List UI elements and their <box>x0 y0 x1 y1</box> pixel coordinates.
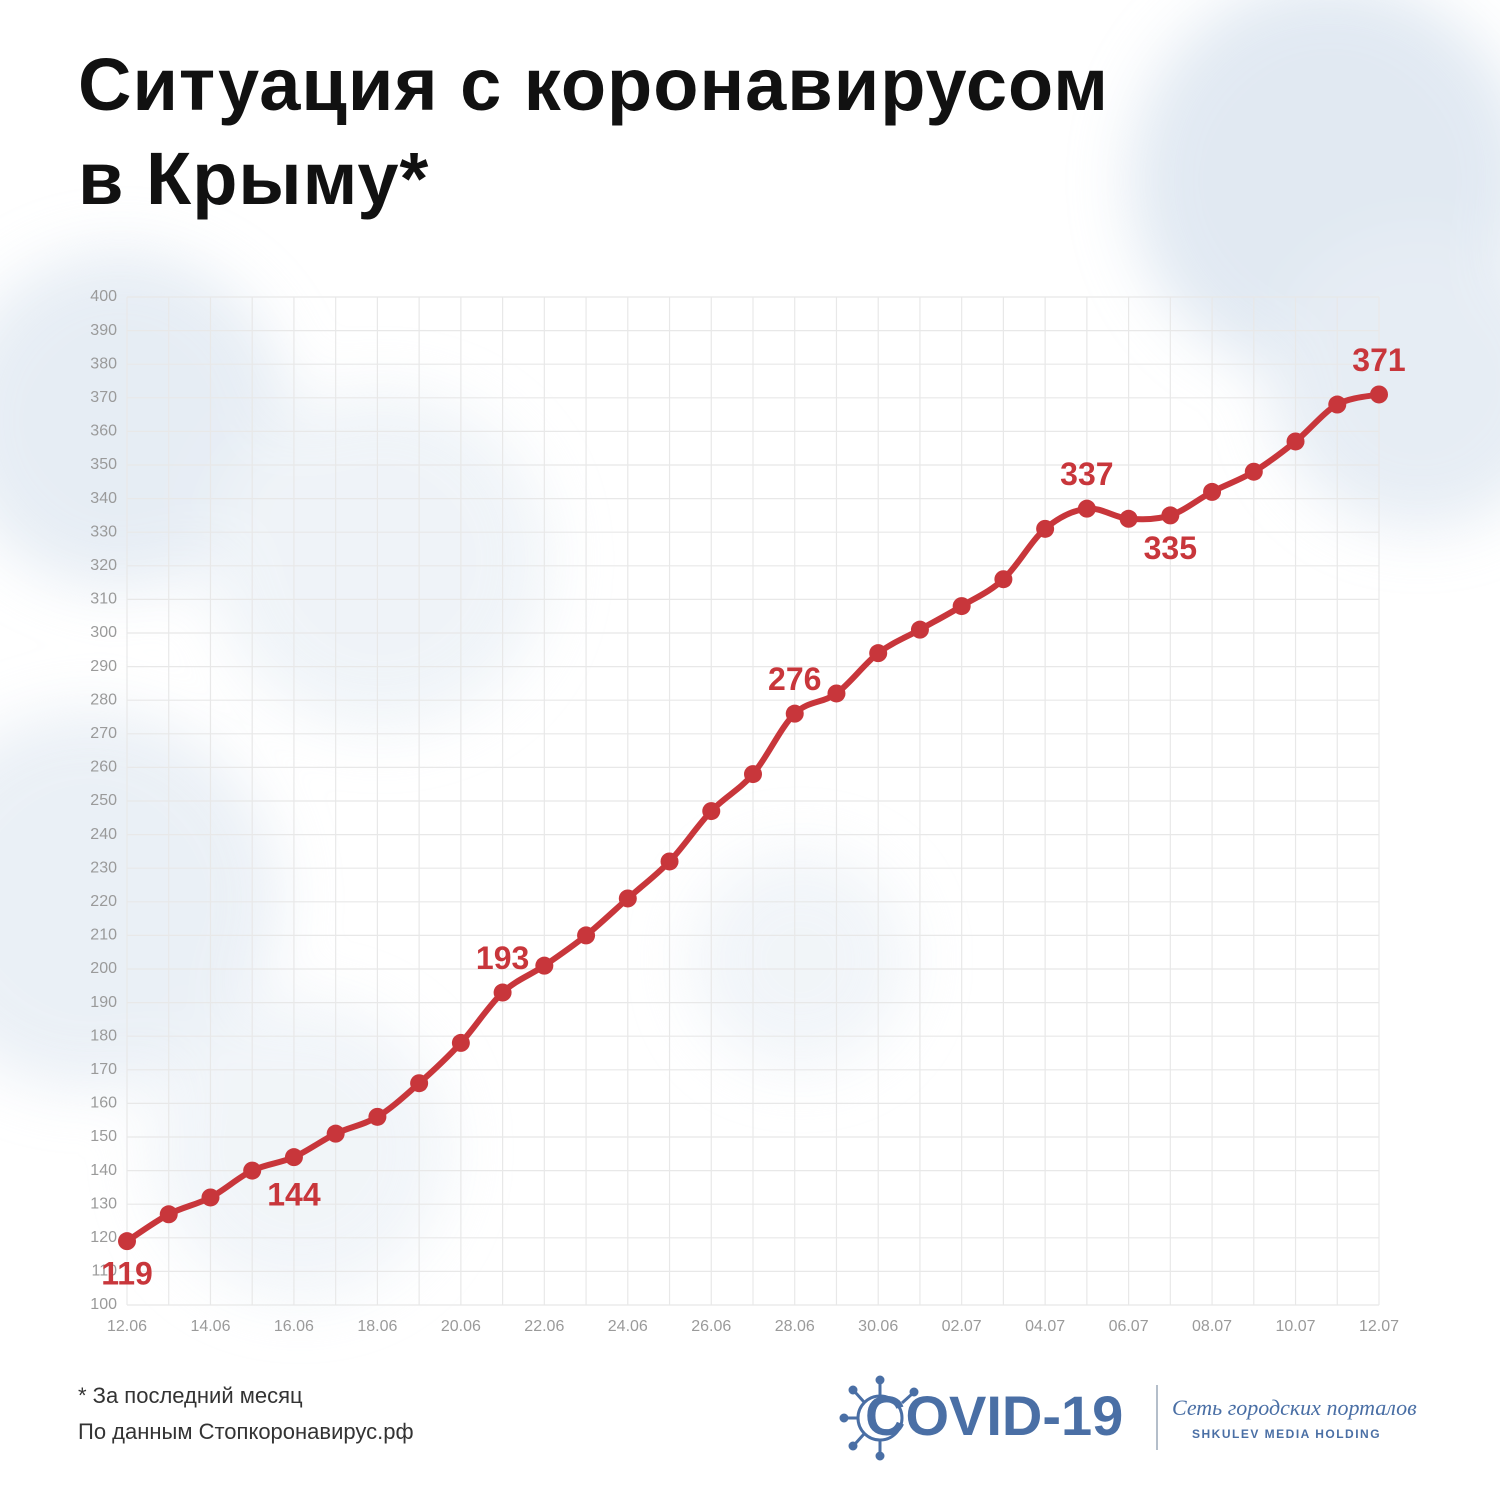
y-tick-label: 190 <box>90 994 117 1011</box>
x-tick-label: 18.06 <box>357 1318 397 1335</box>
data-label: 193 <box>476 940 529 976</box>
data-point <box>410 1074 429 1093</box>
y-tick-label: 290 <box>90 658 117 675</box>
data-point <box>535 956 554 975</box>
y-tick-label: 250 <box>90 792 117 809</box>
x-tick-label: 04.07 <box>1025 1318 1065 1335</box>
y-tick-label: 150 <box>90 1128 117 1145</box>
x-tick-label: 12.07 <box>1359 1318 1399 1335</box>
data-point <box>1036 519 1055 538</box>
y-tick-label: 100 <box>90 1296 117 1313</box>
data-point <box>243 1161 262 1180</box>
data-point <box>702 802 721 821</box>
y-tick-label: 260 <box>90 759 117 776</box>
data-point <box>910 620 929 639</box>
chart-title: Ситуация с коронавирусом в Крыму* <box>78 43 1109 220</box>
x-tick-label: 06.07 <box>1109 1318 1149 1335</box>
y-tick-label: 380 <box>90 355 117 372</box>
x-tick-label: 14.06 <box>190 1318 230 1335</box>
y-tick-label: 330 <box>90 523 117 540</box>
data-point <box>744 765 762 784</box>
data-point <box>1203 482 1222 501</box>
data-point <box>1077 499 1096 518</box>
data-point <box>159 1205 178 1224</box>
y-tick-label: 130 <box>90 1195 117 1212</box>
x-tick-label: 10.07 <box>1276 1318 1316 1335</box>
x-tick-label: 20.06 <box>441 1318 481 1335</box>
y-tick-label: 140 <box>90 1162 117 1179</box>
x-tick-label: 12.06 <box>107 1318 147 1335</box>
y-tick-label: 300 <box>90 624 117 641</box>
y-tick-label: 360 <box>90 423 117 440</box>
y-tick-label: 120 <box>90 1229 117 1246</box>
data-point <box>201 1188 220 1207</box>
logo-holding: SHKULEV MEDIA HOLDING <box>1192 1427 1381 1441</box>
x-tick-label: 16.06 <box>274 1318 314 1335</box>
data-point <box>827 684 846 703</box>
y-tick-label: 370 <box>90 389 117 406</box>
y-tick-label: 390 <box>90 322 117 339</box>
y-tick-label: 180 <box>90 1027 117 1044</box>
logo-icon <box>839 1375 919 1461</box>
data-point <box>326 1124 345 1143</box>
data-label: 144 <box>267 1177 321 1213</box>
y-tick-label: 220 <box>90 893 117 910</box>
data-point <box>284 1148 303 1167</box>
x-tick-label: 30.06 <box>858 1318 898 1335</box>
data-point <box>451 1033 470 1052</box>
x-tick-label: 08.07 <box>1192 1318 1232 1335</box>
data-point <box>368 1107 387 1126</box>
data-point <box>994 570 1013 589</box>
data-point <box>1161 506 1180 525</box>
data-label: 335 <box>1144 530 1197 566</box>
data-point <box>952 597 971 616</box>
y-tick-label: 350 <box>90 456 117 473</box>
y-tick-label: 340 <box>90 490 117 507</box>
logo-network: Сеть городских порталов <box>1172 1395 1417 1420</box>
logo-name: COVID-19 <box>865 1384 1123 1447</box>
data-label: 276 <box>768 661 821 697</box>
data-point <box>1328 395 1347 414</box>
data-label: 337 <box>1060 456 1113 492</box>
y-tick-label: 230 <box>90 859 117 876</box>
y-tick-label: 270 <box>90 725 117 742</box>
footnote: * За последний месяц <box>78 1383 303 1408</box>
data-point <box>1370 385 1388 404</box>
data-label: 371 <box>1352 342 1405 378</box>
y-tick-label: 320 <box>90 557 117 574</box>
data-point <box>1286 432 1305 451</box>
x-tick-label: 24.06 <box>608 1318 648 1335</box>
y-tick-label: 310 <box>90 591 117 608</box>
data-point <box>118 1232 136 1251</box>
data-point <box>493 983 512 1002</box>
data-point <box>785 704 804 723</box>
background-decoration <box>0 0 1500 1300</box>
x-tick-label: 28.06 <box>775 1318 815 1335</box>
y-tick-label: 400 <box>90 288 117 305</box>
y-tick-label: 240 <box>90 826 117 843</box>
x-tick-label: 02.07 <box>942 1318 982 1335</box>
y-tick-label: 170 <box>90 1061 117 1078</box>
data-point <box>618 889 637 908</box>
source: По данным Стопкоронавирус.рф <box>78 1419 414 1444</box>
data-label: 119 <box>101 1256 153 1292</box>
data-point <box>869 644 888 663</box>
y-tick-label: 110 <box>91 1263 117 1280</box>
y-tick-label: 200 <box>90 960 117 977</box>
y-tick-label: 280 <box>90 691 117 708</box>
data-point <box>577 926 596 945</box>
y-tick-label: 210 <box>90 927 117 944</box>
data-point <box>1244 462 1263 481</box>
data-point <box>660 852 679 871</box>
data-point <box>1119 509 1138 528</box>
y-tick-label: 160 <box>90 1095 117 1112</box>
x-tick-label: 22.06 <box>524 1318 564 1335</box>
x-tick-label: 26.06 <box>691 1318 731 1335</box>
